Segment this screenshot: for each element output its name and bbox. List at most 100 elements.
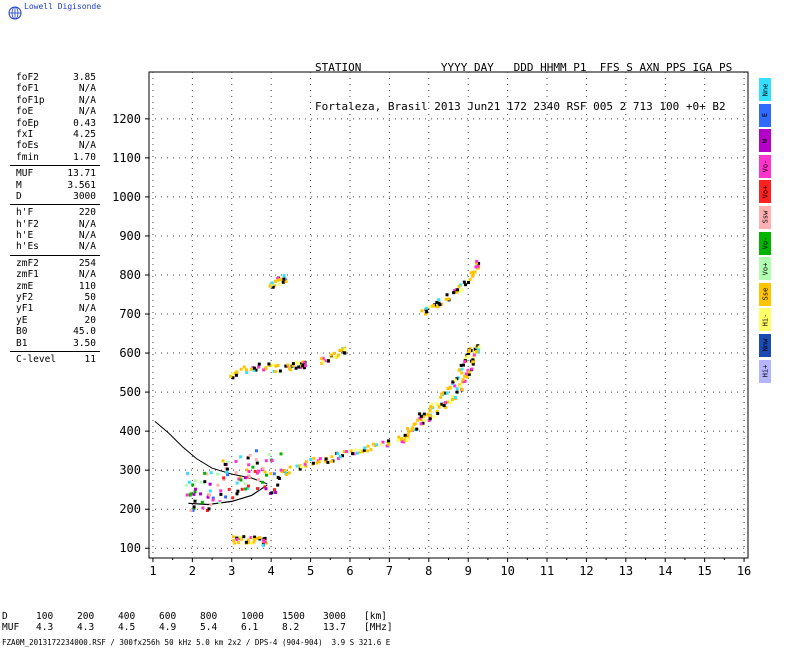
param-row: zmF2 254 [0, 258, 100, 269]
param-row: foF1p N/A [0, 95, 100, 106]
echo-point [462, 380, 466, 383]
echo-point [252, 368, 256, 372]
param-value: N/A [78, 83, 96, 95]
param-name: MUF [16, 168, 34, 180]
echo-point [243, 481, 247, 485]
x-tick-label: 6 [346, 564, 353, 578]
y-tick-label: 1200 [112, 112, 141, 126]
echo-point [247, 474, 251, 478]
echo-point [462, 363, 465, 367]
x-tick-label: 11 [540, 564, 554, 578]
echo-point [253, 469, 257, 473]
echo-point [302, 361, 306, 365]
echo-point [444, 401, 447, 405]
polarization-legend: Nne E W Vo- Vo+ Ssw Vo- Vo+ Sse Hi- Nnw Hi+ [759, 78, 771, 385]
param-row: foEs N/A [0, 140, 100, 151]
echo-point [419, 414, 423, 418]
echo-point [263, 485, 267, 489]
param-value: N/A [78, 303, 96, 315]
echo-point [246, 486, 250, 490]
echo-point [415, 427, 419, 431]
echo-point [254, 368, 258, 372]
y-tick-label: 900 [119, 229, 141, 243]
param-value: N/A [78, 140, 96, 152]
echo-point [329, 353, 333, 357]
echo-point [468, 349, 471, 352]
echo-point [428, 417, 432, 421]
echo-point [426, 412, 430, 416]
echo-point [465, 375, 469, 379]
echo-point [459, 363, 463, 367]
param-name: zmF1 [16, 269, 39, 281]
echo-point [435, 300, 439, 304]
echo-point [276, 475, 280, 479]
param-value: N/A [78, 94, 96, 106]
param-name: B1 [16, 337, 28, 349]
param-value: 110 [78, 280, 96, 292]
echo-point [422, 412, 426, 416]
legend-label: Nne [761, 83, 769, 96]
distance-label: D [2, 611, 8, 622]
echo-point [209, 503, 213, 507]
echo-point [211, 496, 215, 500]
muf-value: 4.5 [118, 621, 136, 633]
echo-point [257, 478, 261, 482]
echo-point [477, 345, 481, 349]
echo-point [278, 369, 282, 373]
echo-point [218, 501, 222, 505]
echo-point [295, 464, 299, 468]
echo-point [252, 366, 256, 370]
echo-point [435, 402, 439, 406]
echo-point [244, 368, 248, 372]
echo-point [428, 414, 432, 417]
echo-point [476, 264, 480, 268]
echo-point [366, 449, 369, 453]
param-name: zmF2 [16, 257, 39, 269]
echo-point [191, 483, 195, 487]
echo-point [453, 384, 457, 388]
echo-point [271, 285, 275, 289]
param-value: 0.43 [73, 117, 96, 129]
echo-point [270, 491, 274, 495]
echo-point [263, 540, 267, 544]
param-row: yE 20 [0, 315, 100, 326]
echo-point [289, 368, 292, 372]
echo-point [475, 349, 479, 353]
legend-label: E [761, 112, 769, 118]
echo-point [255, 471, 259, 475]
echo-point [263, 536, 267, 540]
y-tick-label: 500 [119, 385, 141, 399]
echo-point [270, 459, 274, 463]
echo-point [471, 274, 475, 278]
echo-point [315, 461, 319, 465]
echo-point [453, 378, 457, 382]
param-name: h'Es [16, 241, 39, 253]
echo-point [387, 439, 391, 443]
echo-point [405, 438, 409, 442]
echo-point [239, 478, 243, 482]
echo-point [421, 421, 425, 425]
echo-point [219, 489, 223, 493]
echo-point [351, 452, 355, 456]
echo-point [460, 387, 464, 391]
echo-point [385, 444, 389, 448]
echo-point [356, 451, 359, 455]
echo-point [235, 481, 239, 485]
echo-point [291, 363, 295, 367]
y-tick-label: 700 [119, 307, 141, 321]
echo-point [278, 277, 282, 281]
echo-point [201, 506, 205, 510]
echo-point [234, 373, 238, 377]
echo-point [216, 472, 219, 476]
echo-point [477, 348, 480, 352]
echo-point [216, 483, 220, 487]
echo-point [422, 415, 426, 419]
muf-value: 4.9 [159, 621, 177, 633]
echo-point [419, 422, 423, 426]
echo-point [471, 360, 475, 364]
echo-point [273, 488, 276, 492]
echo-point [304, 464, 308, 468]
echo-point [466, 355, 470, 358]
x-tick-label: 15 [697, 564, 711, 578]
echo-point [441, 391, 445, 395]
